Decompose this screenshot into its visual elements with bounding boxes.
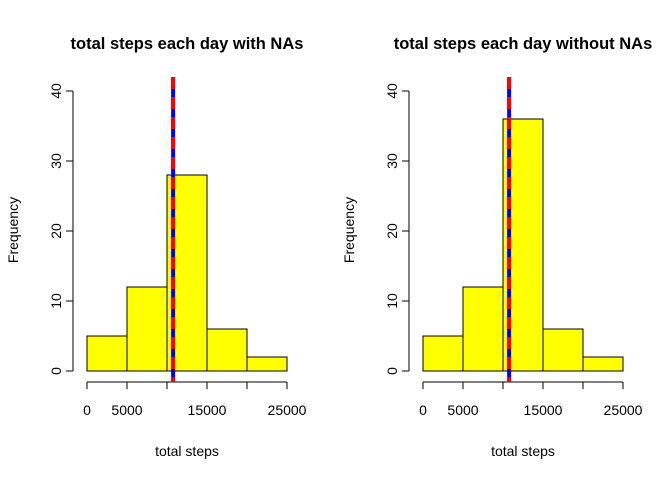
x-tick-label: 25000 <box>604 402 643 418</box>
x-tick-label: 5000 <box>447 402 478 418</box>
histogram-bar <box>126 286 168 372</box>
x-tick-label: 15000 <box>524 402 563 418</box>
histogram-bar <box>542 328 584 372</box>
x-tick-label: 25000 <box>268 402 307 418</box>
y-tick-label: 30 <box>48 153 64 169</box>
x-tick-label: 0 <box>83 402 91 418</box>
histogram-bar <box>422 335 464 372</box>
y-tick-label: 40 <box>48 83 64 99</box>
x-axis-label: total steps <box>155 443 219 459</box>
plot-area: 0 10 20 30 40 0 5000 15000 25000 <box>384 77 643 418</box>
y-tick-label: 0 <box>384 367 400 375</box>
histogram-bar <box>462 286 504 372</box>
y-tick-label: 30 <box>384 153 400 169</box>
x-axis-label: total steps <box>491 443 555 459</box>
histogram-bar <box>246 356 288 372</box>
y-tick-label: 0 <box>48 367 64 375</box>
x-tick-label: 5000 <box>111 402 142 418</box>
histogram-panel-without-nas: total steps each day without NAs total s… <box>341 35 652 459</box>
y-axis-label: Frequency <box>5 197 21 263</box>
y-tick-label: 10 <box>384 293 400 309</box>
y-tick-label: 20 <box>384 223 400 239</box>
chart-title: total steps each day without NAs <box>394 35 653 53</box>
chart-title: total steps each day with NAs <box>71 35 304 53</box>
histogram-bar <box>86 335 128 372</box>
x-tick-label: 15000 <box>188 402 227 418</box>
y-tick-label: 40 <box>384 83 400 99</box>
x-tick-label: 0 <box>419 402 427 418</box>
y-tick-label: 20 <box>48 223 64 239</box>
histogram-bar <box>582 356 624 372</box>
histogram-panel-with-nas: total steps each day with NAs total step… <box>5 35 307 459</box>
plot-area: 0 10 20 30 40 0 5000 15000 25000 <box>48 77 307 418</box>
y-tick-label: 10 <box>48 293 64 309</box>
histogram-bar <box>206 328 248 372</box>
y-axis-label: Frequency <box>341 197 357 263</box>
